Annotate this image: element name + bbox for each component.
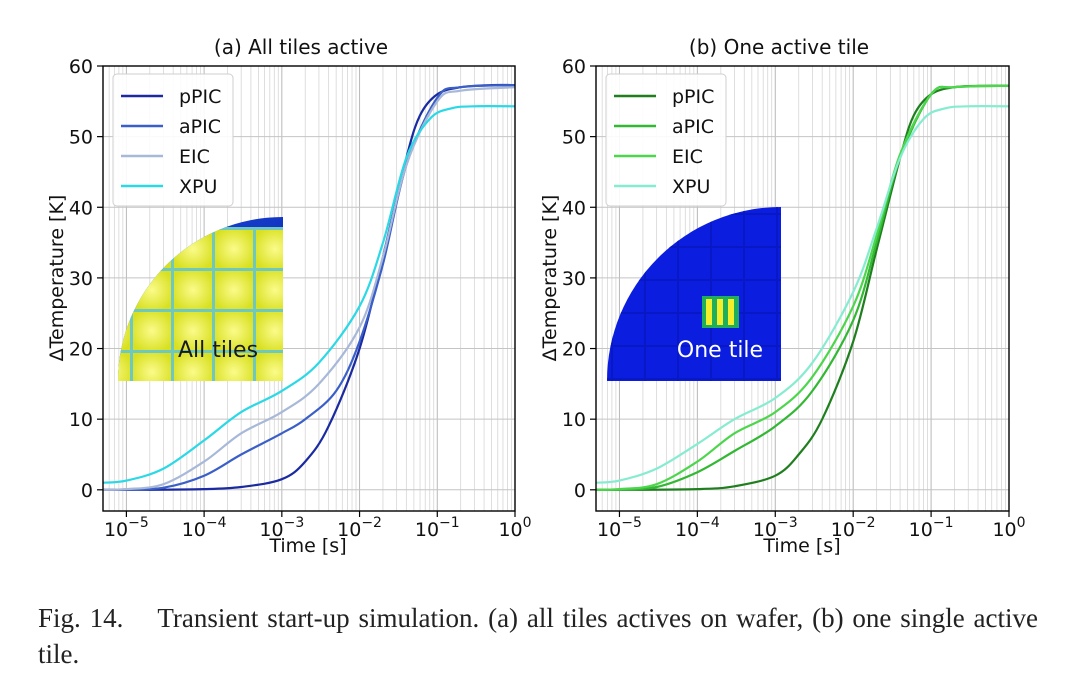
x-tick-label: 10−5 xyxy=(104,515,149,541)
series-layer xyxy=(102,83,516,491)
heatmap-cell xyxy=(92,394,130,432)
series-line-ppic xyxy=(595,84,1010,491)
y-tick-label: 0 xyxy=(81,480,93,502)
y-tick-label: 20 xyxy=(562,339,586,361)
legend-label: aPIC xyxy=(672,116,714,138)
x-tick-label: 100 xyxy=(992,515,1025,541)
heatmap-cell xyxy=(133,394,171,432)
chart-panel-a: (a) All tiles active All tiles 0 10 20 30 40… xyxy=(46,35,532,557)
x-tick-label: 10−3 xyxy=(753,515,798,541)
axes: 0 10 20 30 40 50 60 10−5 10−4 10−3 10−2 10−1 100 xyxy=(69,56,532,541)
x-axis-label: Time [s] xyxy=(268,535,346,557)
inset-label: One tile xyxy=(677,338,763,363)
heatmap-cell xyxy=(215,271,253,309)
legend-label: XPU xyxy=(672,176,710,198)
heatmap-cell xyxy=(174,353,212,381)
series-line-apic xyxy=(102,84,516,491)
heatmap-cell xyxy=(215,353,253,381)
heatmap-cell xyxy=(133,353,171,381)
y-tick-label: 40 xyxy=(562,197,586,219)
legend-box xyxy=(112,73,234,207)
series-line-eic xyxy=(102,86,516,491)
heatmap-cell xyxy=(256,394,294,432)
y-tick-label: 50 xyxy=(69,127,93,149)
y-axis-label: ΔTemperature [K] xyxy=(46,195,68,362)
y-tick-label: 10 xyxy=(69,409,93,431)
figure-caption-label: Fig. 14. xyxy=(38,603,124,633)
y-tick-label: 50 xyxy=(562,127,586,149)
heatmap-cell xyxy=(256,230,283,268)
y-tick-label: 60 xyxy=(562,56,586,78)
legend-box xyxy=(605,73,727,207)
x-axis-label: Time [s] xyxy=(762,535,840,557)
legend-label: EIC xyxy=(672,146,703,168)
heatmap-cell xyxy=(256,312,283,350)
heatmap-cell xyxy=(174,312,212,350)
figure-caption: Fig. 14. Transient start-up simulation. (… xyxy=(38,600,1038,672)
heatmap-cell xyxy=(118,312,130,350)
x-tick-label: 10−1 xyxy=(909,515,954,541)
heatmap-cell-border xyxy=(130,391,174,435)
y-tick-label: 30 xyxy=(562,268,586,290)
y-axis-label: ΔTemperature [K] xyxy=(539,195,561,362)
y-tick-label: 40 xyxy=(69,197,93,219)
heatmap-cell xyxy=(118,353,130,381)
y-tick-label: 10 xyxy=(562,409,586,431)
chart-title: (a) All tiles active xyxy=(214,35,388,59)
x-tick-label: 10−4 xyxy=(675,515,720,541)
x-tick-label: 10−3 xyxy=(259,515,304,541)
legend: pPIC aPIC EIC XPU xyxy=(112,73,234,207)
heatmap-cell xyxy=(215,312,253,350)
heatmap-cell xyxy=(133,312,171,350)
inset-heatmap-one-tile: One tile xyxy=(607,207,781,381)
series-line-eic xyxy=(595,84,1010,491)
series-line-xpu xyxy=(595,105,1010,484)
figure-caption-text: Transient start-up simulation. (a) all t… xyxy=(38,603,1038,669)
inset-label: All tiles xyxy=(178,338,258,363)
y-tick-label: 60 xyxy=(69,56,93,78)
heatmap-cell xyxy=(118,271,130,309)
plot-frame xyxy=(102,65,516,512)
chart-title: (b) One active tile xyxy=(689,35,869,59)
legend-label: pPIC xyxy=(672,86,714,108)
chart-panel-b: (b) One active tile One tile 0 10 20 30 40 50… xyxy=(539,35,1026,557)
y-tick-label: 20 xyxy=(69,339,93,361)
x-tick-label: 10−5 xyxy=(597,515,642,541)
plot-frame xyxy=(595,65,1010,512)
legend: pPIC aPIC EIC XPU xyxy=(605,73,727,207)
heatmap-cell xyxy=(215,230,253,268)
legend-label: aPIC xyxy=(179,116,221,138)
legend-label: XPU xyxy=(179,176,217,198)
legend-label: pPIC xyxy=(179,86,221,108)
axes: 0 10 20 30 40 50 60 10−5 10−4 10−3 10−2 10−1 100 xyxy=(562,56,1026,541)
legend-label: EIC xyxy=(179,146,210,168)
y-tick-label: 0 xyxy=(574,480,586,502)
heatmap-cell xyxy=(256,353,283,381)
heatmap-cell xyxy=(174,394,212,432)
x-tick-label: 10−2 xyxy=(831,515,876,541)
inset-heatmap-all-tiles: All tiles xyxy=(92,217,294,435)
heatmap-cell xyxy=(256,271,283,309)
series-line-xpu xyxy=(102,105,516,484)
heatmap-cell xyxy=(133,271,171,309)
heatmap-cell xyxy=(118,230,130,268)
x-tick-label: 10−2 xyxy=(337,515,382,541)
x-tick-label: 10−4 xyxy=(182,515,227,541)
heatmap-cell xyxy=(133,230,171,268)
heatmap-cell xyxy=(174,271,212,309)
heatmap-cell xyxy=(174,230,212,268)
y-tick-label: 30 xyxy=(69,268,93,290)
x-tick-label: 100 xyxy=(498,515,531,541)
x-tick-label: 10−1 xyxy=(415,515,460,541)
series-layer xyxy=(595,84,1010,491)
heatmap-cell-border xyxy=(171,391,215,435)
